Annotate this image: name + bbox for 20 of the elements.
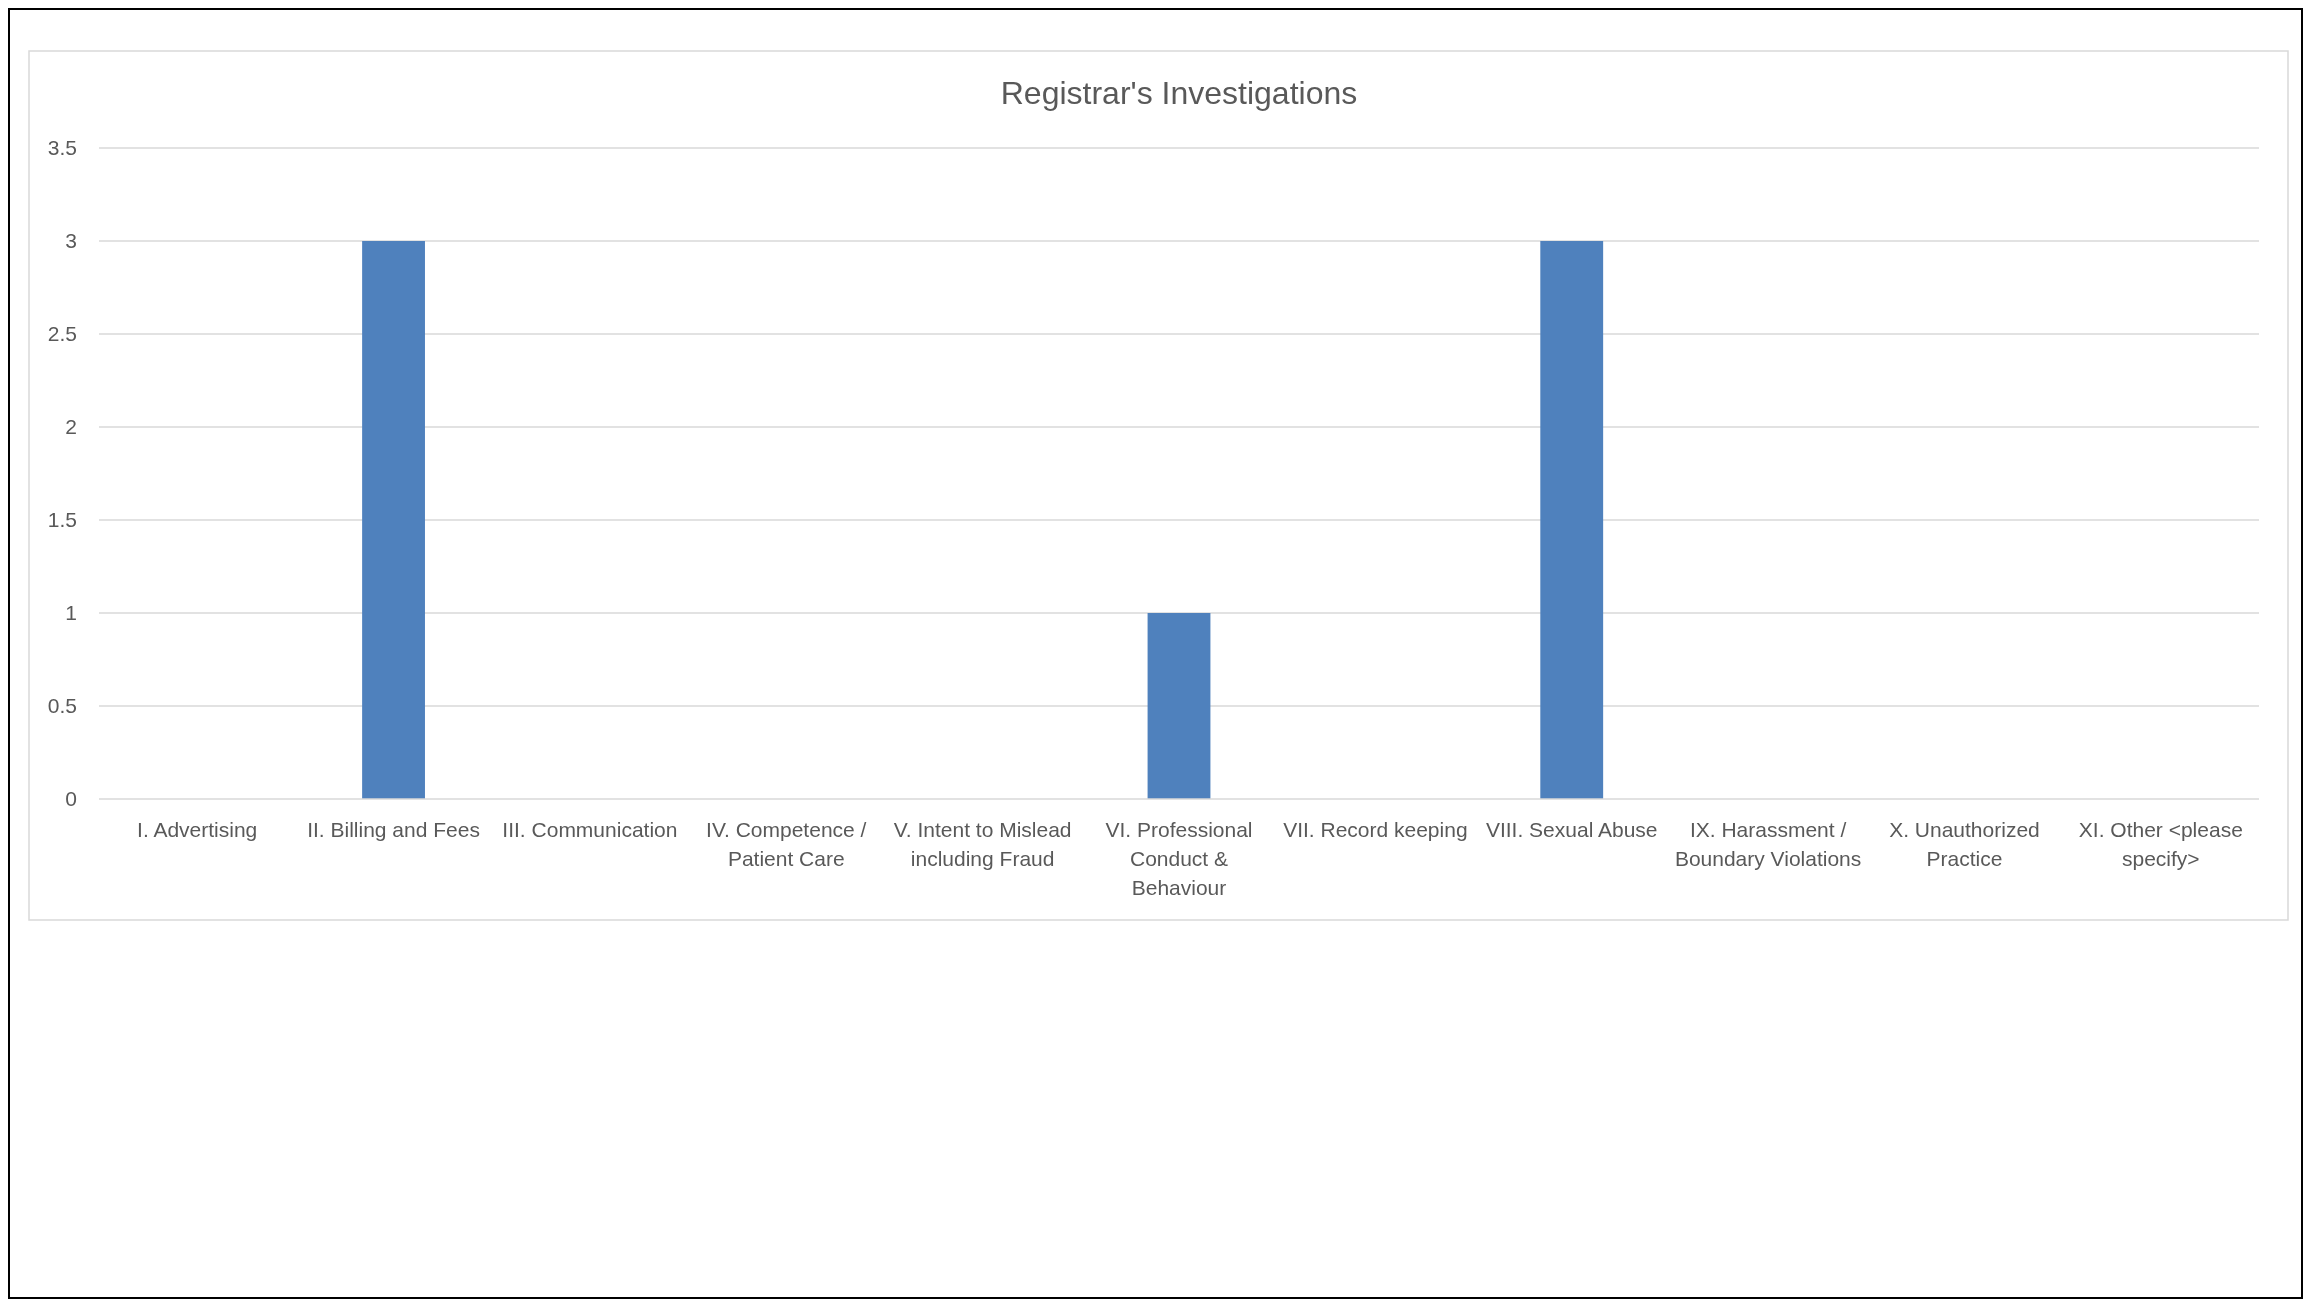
x-tick-label: VI. Professional Conduct & Behaviour: [1105, 818, 1253, 899]
chart-title: Registrar's Investigations: [1000, 75, 1358, 111]
x-tick-label: III. Communication: [502, 818, 678, 841]
y-tick-label: 1.5: [47, 508, 77, 532]
y-tick-label: 1: [65, 601, 77, 625]
x-tick-label: VIII. Sexual Abuse: [1485, 818, 1658, 841]
x-tick-label: I. Advertising: [137, 818, 258, 841]
x-tick-label: VII. Record keeping: [1283, 818, 1468, 841]
x-tick-label: XI. Other <please specify>: [2078, 818, 2243, 870]
y-tick-label: 3.5: [47, 136, 77, 160]
y-tick-label: 2.5: [47, 322, 77, 346]
y-tick-label: 0: [65, 787, 77, 811]
x-tick-label: II. Billing and Fees: [307, 818, 480, 841]
x-tick-label: IX. Harassment / Boundary Violations: [1674, 818, 1862, 870]
y-tick-label: 2: [65, 415, 77, 439]
x-tick-label: X. Unauthorized Practice: [1889, 818, 2040, 870]
y-tick-label: 0.5: [47, 694, 77, 718]
y-tick-label: 3: [65, 229, 77, 253]
x-tick-label: IV. Competence / Patient Care: [706, 818, 867, 870]
x-tick-label: V. Intent to Mislead including Fraud: [893, 818, 1072, 870]
